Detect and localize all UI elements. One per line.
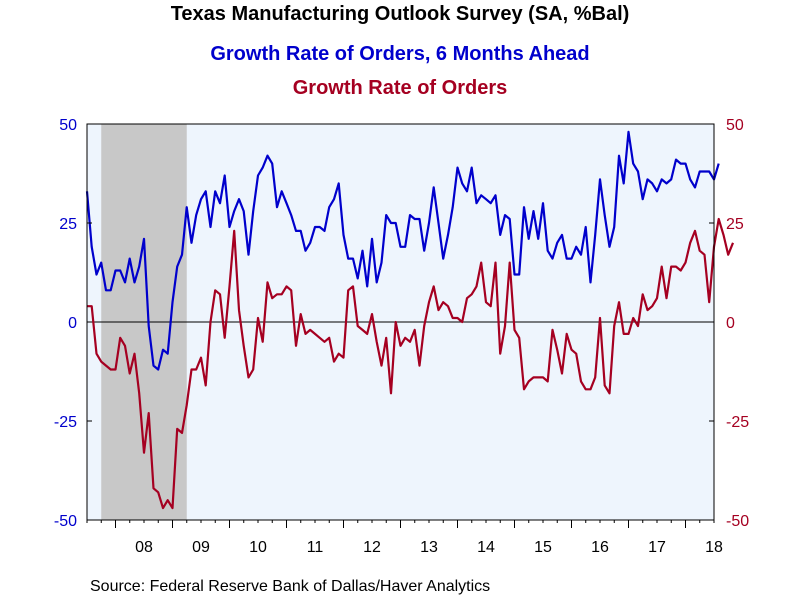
x-tick-label: 10 — [249, 539, 267, 556]
axis-layer: 50 50 25 25 0 0 -25 -25 -50 -50 08 09 10 11 12 13 14 15 16… — [54, 117, 749, 556]
series-layer — [85, 130, 735, 510]
y-left-tick-label: 25 — [59, 216, 77, 233]
y-right-tick-label: -50 — [726, 513, 749, 530]
y-left-tick-label: -25 — [54, 414, 77, 431]
series-line-2 — [87, 217, 735, 510]
y-right-tick-label: 0 — [726, 315, 735, 332]
x-tick-label: 09 — [192, 539, 210, 556]
x-tick-label: 13 — [420, 539, 438, 556]
x-tick-label: 11 — [307, 539, 324, 556]
chart-title: Texas Manufacturing Outlook Survey (SA, … — [170, 3, 630, 25]
x-tick-label: 15 — [534, 539, 552, 556]
x-tick-label: 18 — [705, 539, 723, 556]
x-tick-label: 12 — [363, 539, 381, 556]
x-tick-label: 08 — [135, 539, 153, 556]
y-right-tick-label: -25 — [726, 414, 749, 431]
y-right-tick-label: 25 — [726, 216, 744, 233]
y-right-tick-label: 50 — [726, 117, 744, 134]
x-tick-label: 17 — [648, 539, 666, 556]
series-title-orders-6m-ahead: Growth Rate of Orders, 6 Months Ahead — [210, 43, 590, 65]
y-left-tick-label: 0 — [68, 315, 77, 332]
y-left-tick-label: 50 — [59, 117, 77, 134]
series-line-1 — [85, 130, 720, 371]
x-tick-label: 16 — [591, 539, 609, 556]
y-left-tick-label: -50 — [54, 513, 77, 530]
series-title-orders: Growth Rate of Orders — [292, 77, 508, 99]
source-note: Source: Federal Reserve Bank of Dallas/H… — [90, 578, 491, 595]
x-tick-label: 14 — [477, 539, 495, 556]
